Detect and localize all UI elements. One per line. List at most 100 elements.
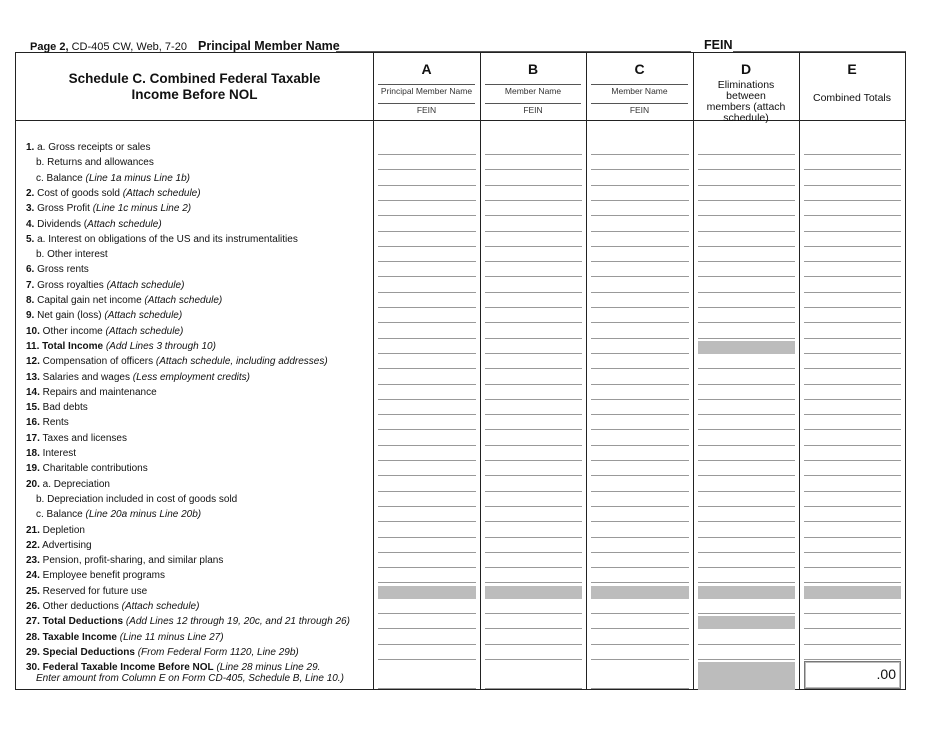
amount-field[interactable] bbox=[804, 218, 901, 232]
amount-field[interactable] bbox=[591, 309, 689, 324]
amount-field[interactable] bbox=[698, 646, 795, 660]
amount-field[interactable] bbox=[804, 401, 901, 416]
member-fein-field[interactable] bbox=[591, 103, 688, 104]
amount-field[interactable] bbox=[378, 646, 476, 660]
amount-field[interactable] bbox=[378, 156, 476, 171]
amount-field[interactable] bbox=[591, 539, 689, 553]
amount-field[interactable] bbox=[591, 218, 689, 232]
amount-field[interactable] bbox=[804, 600, 901, 614]
amount-field[interactable] bbox=[698, 631, 795, 645]
amount-field[interactable] bbox=[485, 661, 582, 690]
amount-field[interactable] bbox=[698, 325, 795, 339]
amount-field[interactable] bbox=[804, 340, 901, 354]
amount-field[interactable] bbox=[804, 355, 901, 370]
amount-field[interactable] bbox=[378, 233, 476, 247]
amount-field[interactable] bbox=[804, 248, 901, 263]
amount-field[interactable] bbox=[591, 263, 689, 278]
amount-field[interactable] bbox=[485, 172, 582, 186]
amount-field[interactable] bbox=[591, 554, 689, 569]
amount-field[interactable] bbox=[804, 325, 901, 339]
amount-field[interactable] bbox=[378, 263, 476, 278]
amount-field[interactable] bbox=[378, 462, 476, 477]
amount-field[interactable] bbox=[378, 615, 476, 630]
amount-field[interactable] bbox=[485, 462, 582, 477]
amount-field[interactable] bbox=[804, 539, 901, 553]
combined-total-field[interactable]: .00 bbox=[804, 661, 901, 690]
amount-field[interactable] bbox=[378, 554, 476, 569]
amount-field[interactable] bbox=[485, 340, 582, 354]
amount-field[interactable] bbox=[591, 233, 689, 247]
amount-field[interactable] bbox=[591, 478, 689, 492]
amount-field[interactable] bbox=[378, 661, 476, 690]
amount-field[interactable] bbox=[591, 279, 689, 293]
amount-field[interactable] bbox=[485, 294, 582, 308]
amount-field[interactable] bbox=[698, 508, 795, 523]
amount-field[interactable] bbox=[378, 141, 476, 155]
amount-field[interactable] bbox=[485, 248, 582, 263]
amount-field[interactable] bbox=[591, 355, 689, 370]
amount-field[interactable] bbox=[698, 524, 795, 538]
amount-field[interactable] bbox=[485, 432, 582, 446]
amount-field[interactable] bbox=[378, 569, 476, 584]
amount-field[interactable] bbox=[378, 524, 476, 538]
amount-field[interactable] bbox=[591, 631, 689, 645]
amount-field[interactable] bbox=[378, 218, 476, 232]
amount-field[interactable] bbox=[485, 416, 582, 431]
amount-field[interactable] bbox=[378, 355, 476, 370]
amount-field[interactable] bbox=[485, 646, 582, 660]
amount-field[interactable] bbox=[485, 279, 582, 293]
amount-field[interactable] bbox=[378, 478, 476, 492]
amount-field[interactable] bbox=[485, 309, 582, 324]
amount-field[interactable] bbox=[698, 432, 795, 446]
amount-field[interactable] bbox=[698, 371, 795, 385]
amount-field[interactable] bbox=[378, 294, 476, 308]
amount-field[interactable] bbox=[378, 600, 476, 614]
member-name-field[interactable] bbox=[591, 84, 688, 85]
amount-field[interactable] bbox=[378, 493, 476, 507]
amount-field[interactable] bbox=[698, 202, 795, 217]
amount-field[interactable] bbox=[485, 447, 582, 461]
amount-field[interactable] bbox=[698, 248, 795, 263]
amount-field[interactable] bbox=[485, 554, 582, 569]
amount-field[interactable] bbox=[698, 187, 795, 201]
member-name-field[interactable] bbox=[485, 84, 581, 85]
amount-field[interactable] bbox=[804, 615, 901, 630]
amount-field[interactable] bbox=[804, 447, 901, 461]
amount-field[interactable] bbox=[804, 309, 901, 324]
principal-member-name-field[interactable] bbox=[336, 51, 691, 52]
amount-field[interactable] bbox=[378, 386, 476, 400]
member-fein-field[interactable] bbox=[485, 103, 581, 104]
amount-field[interactable] bbox=[698, 569, 795, 584]
amount-field[interactable] bbox=[591, 493, 689, 507]
amount-field[interactable] bbox=[804, 569, 901, 584]
amount-field[interactable] bbox=[591, 646, 689, 660]
amount-field[interactable] bbox=[804, 432, 901, 446]
amount-field[interactable] bbox=[804, 294, 901, 308]
amount-field[interactable] bbox=[378, 401, 476, 416]
amount-field[interactable] bbox=[804, 233, 901, 247]
amount-field[interactable] bbox=[591, 248, 689, 263]
amount-field[interactable] bbox=[378, 508, 476, 523]
amount-field[interactable] bbox=[591, 508, 689, 523]
amount-field[interactable] bbox=[378, 631, 476, 645]
amount-field[interactable] bbox=[485, 371, 582, 385]
amount-field[interactable] bbox=[804, 187, 901, 201]
amount-field[interactable] bbox=[698, 141, 795, 155]
amount-field[interactable] bbox=[591, 416, 689, 431]
amount-field[interactable] bbox=[591, 340, 689, 354]
amount-field[interactable] bbox=[591, 447, 689, 461]
amount-field[interactable] bbox=[591, 615, 689, 630]
amount-field[interactable] bbox=[485, 524, 582, 538]
amount-field[interactable] bbox=[804, 263, 901, 278]
amount-field[interactable] bbox=[591, 202, 689, 217]
amount-field[interactable] bbox=[698, 493, 795, 507]
amount-field[interactable] bbox=[698, 478, 795, 492]
amount-field[interactable] bbox=[804, 156, 901, 171]
amount-field[interactable] bbox=[378, 309, 476, 324]
amount-field[interactable] bbox=[378, 187, 476, 201]
amount-field[interactable] bbox=[804, 386, 901, 400]
amount-field[interactable] bbox=[698, 539, 795, 553]
amount-field[interactable] bbox=[591, 386, 689, 400]
amount-field[interactable] bbox=[378, 279, 476, 293]
amount-field[interactable] bbox=[804, 279, 901, 293]
